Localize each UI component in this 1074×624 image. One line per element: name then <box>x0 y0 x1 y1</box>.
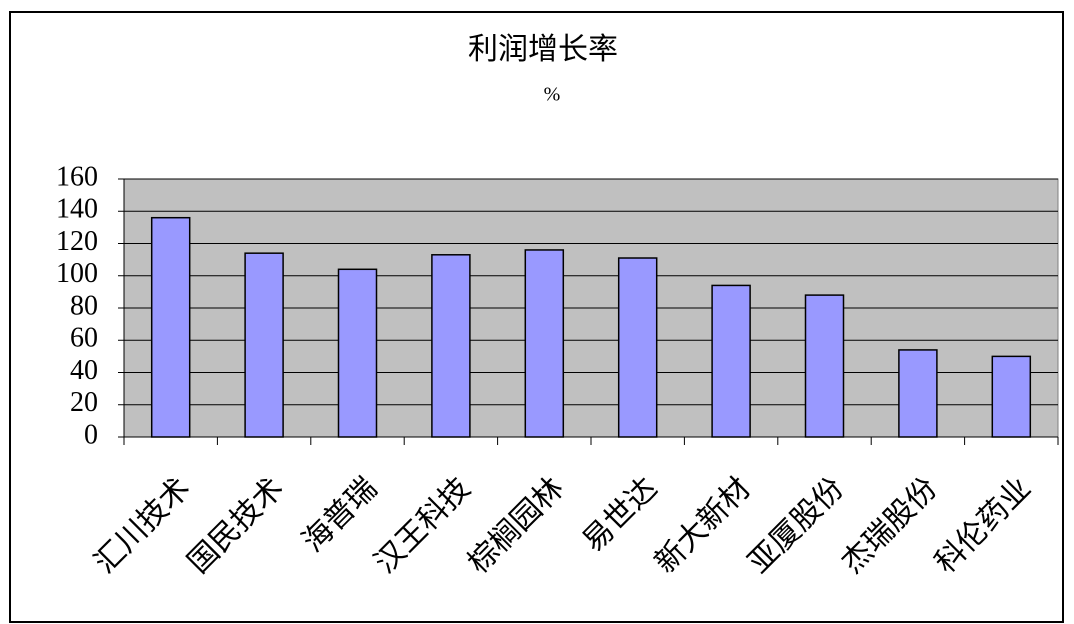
bar <box>337 268 378 438</box>
bar <box>431 254 471 438</box>
bar <box>244 252 284 438</box>
bar <box>804 294 845 438</box>
bar <box>524 249 565 438</box>
bar <box>617 257 658 438</box>
bar <box>711 284 751 438</box>
bar <box>150 216 191 438</box>
bar <box>898 349 938 438</box>
y-tick-label: 60 <box>70 323 98 354</box>
y-tick-label: 120 <box>56 226 98 257</box>
chart-title: 利润增长率 <box>468 33 618 66</box>
y-tick-label: 140 <box>56 194 98 225</box>
y-tick-label: 100 <box>56 258 98 289</box>
y-tick-label: 20 <box>70 387 98 418</box>
y-tick-label: 0 <box>84 419 98 450</box>
y-tick-label: 160 <box>56 161 98 192</box>
y-tick-label: 40 <box>70 355 98 386</box>
chart-subtitle: % <box>544 84 561 106</box>
y-tick-label: 80 <box>70 290 98 321</box>
bar <box>991 355 1032 438</box>
